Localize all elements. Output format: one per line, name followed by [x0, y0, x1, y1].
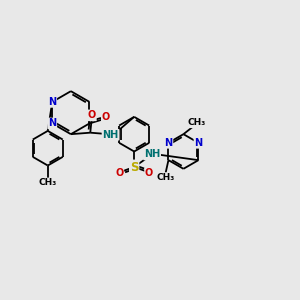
Text: CH₃: CH₃	[188, 118, 206, 127]
Text: NH: NH	[144, 149, 160, 160]
Text: O: O	[145, 168, 153, 178]
Text: O: O	[102, 112, 110, 122]
Text: O: O	[115, 168, 123, 178]
Text: NH: NH	[103, 130, 119, 140]
Text: N: N	[48, 97, 56, 107]
Text: N: N	[194, 138, 202, 148]
Text: CH₃: CH₃	[157, 173, 175, 182]
Text: CH₃: CH₃	[39, 178, 57, 187]
Text: N: N	[48, 118, 56, 128]
Text: O: O	[88, 110, 96, 120]
Text: N: N	[164, 138, 172, 148]
Text: S: S	[130, 160, 138, 173]
